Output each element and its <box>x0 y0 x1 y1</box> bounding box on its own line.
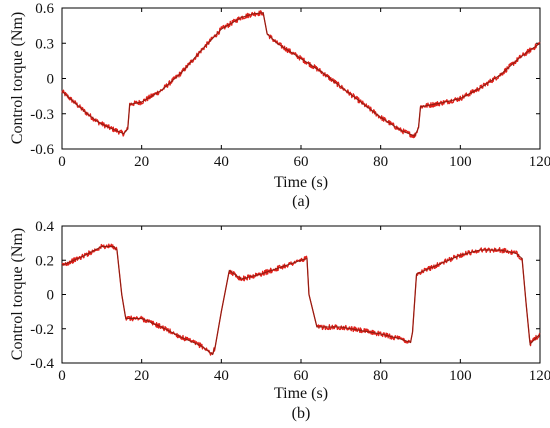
x-tick-label: 20 <box>134 154 149 170</box>
x-axis-label-b: Time (s) <box>274 385 328 402</box>
y-tick-label: 0 <box>47 72 55 88</box>
series-group-a <box>61 10 541 139</box>
plot-area-frame-b <box>61 225 541 364</box>
panel-a: 0 20 40 60 80 100 120 0.6 0.3 0 -0.3 -0.6 Control t… <box>9 1 550 210</box>
y-tick-label: -0.4 <box>30 356 54 372</box>
y-tick-label: 0.4 <box>35 219 54 235</box>
x-tick-label: 40 <box>214 368 229 384</box>
x-axis-label-a: Time (s) <box>274 174 328 191</box>
series-line <box>61 246 541 356</box>
x-tick-label: 100 <box>449 154 472 170</box>
y-tick-label: -0.3 <box>30 107 54 123</box>
x-tick-label: 80 <box>373 154 388 170</box>
y-tick-label: 0.6 <box>35 1 54 17</box>
axis-ticks-b: 0 20 40 60 80 100 120 0.4 0.2 0 -0.2 -0.4 <box>30 219 550 384</box>
y-axis-label-a: Control torque (Nm) <box>9 12 26 144</box>
x-tick-label: 60 <box>294 154 309 170</box>
y-tick-label: -0.2 <box>30 322 54 338</box>
y-tick-label: -0.6 <box>30 142 54 158</box>
x-tick-label: 120 <box>529 368 550 384</box>
x-tick-label: 0 <box>58 154 66 170</box>
x-tick-label: 100 <box>449 368 472 384</box>
x-tick-label: 80 <box>373 368 388 384</box>
series-group-b <box>61 243 541 356</box>
y-tick-label: 0.3 <box>35 36 54 52</box>
x-tick-label: 0 <box>58 368 66 384</box>
axis-ticks-a: 0 20 40 60 80 100 120 0.6 0.3 0 -0.3 -0.6 <box>30 1 550 170</box>
panel-caption-a: (a) <box>292 193 310 210</box>
y-tick-label: 0 <box>47 288 55 304</box>
panel-caption-b: (b) <box>292 405 311 422</box>
series-line <box>61 12 541 137</box>
series-noise-trace <box>61 10 541 139</box>
x-tick-label: 120 <box>529 154 550 170</box>
panel-b: 0 20 40 60 80 100 120 0.4 0.2 0 -0.2 -0.4 Control t… <box>9 219 550 422</box>
y-axis-label-b: Control torque (Nm) <box>9 228 26 360</box>
x-tick-label: 20 <box>134 368 149 384</box>
x-tick-label: 60 <box>294 368 309 384</box>
plot-area-frame-a <box>61 7 541 150</box>
x-tick-label: 40 <box>214 154 229 170</box>
y-tick-label: 0.2 <box>35 253 54 269</box>
